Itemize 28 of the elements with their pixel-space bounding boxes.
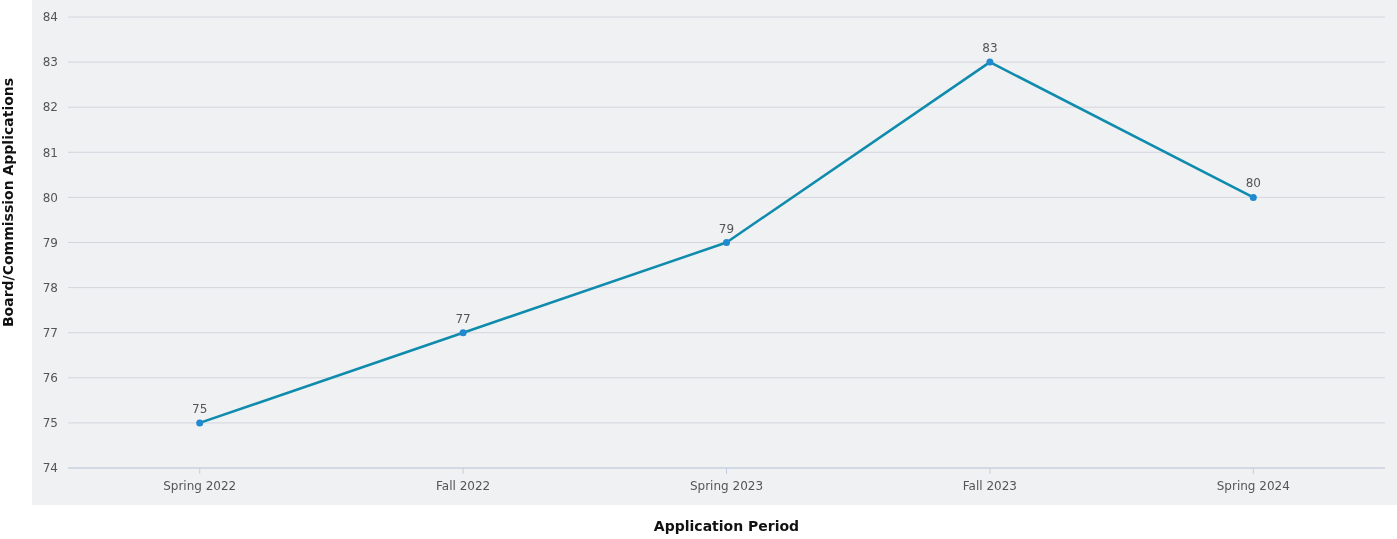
- y-tick-label: 75: [42, 416, 58, 431]
- point: [1249, 193, 1257, 201]
- data-label: 79: [718, 221, 735, 236]
- data-label: 77: [455, 311, 471, 326]
- data-label: 83: [982, 41, 998, 56]
- x-tick-label: Fall 2022: [436, 479, 491, 493]
- y-tick-label: 84: [42, 10, 58, 25]
- x-tick-label: Fall 2023: [962, 479, 1017, 493]
- x-axis-title: Application Period: [653, 518, 800, 534]
- y-tick-label: 74: [42, 461, 58, 476]
- y-tick-label: 80: [42, 190, 58, 205]
- x-tick-label: Spring 2022: [163, 479, 237, 493]
- y-axis-title: Board/Commission Applications: [0, 77, 16, 328]
- x-tick-label: Spring 2024: [1216, 479, 1290, 493]
- y-tick-label: 82: [42, 100, 58, 115]
- y-tick-label: 77: [42, 325, 58, 340]
- y-tick-label: 81: [42, 145, 58, 160]
- data-label: 80: [1245, 176, 1261, 191]
- data-label: 75: [192, 401, 208, 416]
- y-tick-label: 76: [42, 371, 58, 385]
- point: [459, 329, 467, 337]
- x-tick-label: Spring 2023: [689, 479, 764, 493]
- y-tick-label: 78: [42, 280, 58, 295]
- point: [196, 419, 204, 427]
- y-tick-label: 83: [42, 55, 58, 70]
- point: [986, 58, 994, 66]
- point: [723, 239, 730, 246]
- y-tick-label: 79: [42, 235, 58, 250]
